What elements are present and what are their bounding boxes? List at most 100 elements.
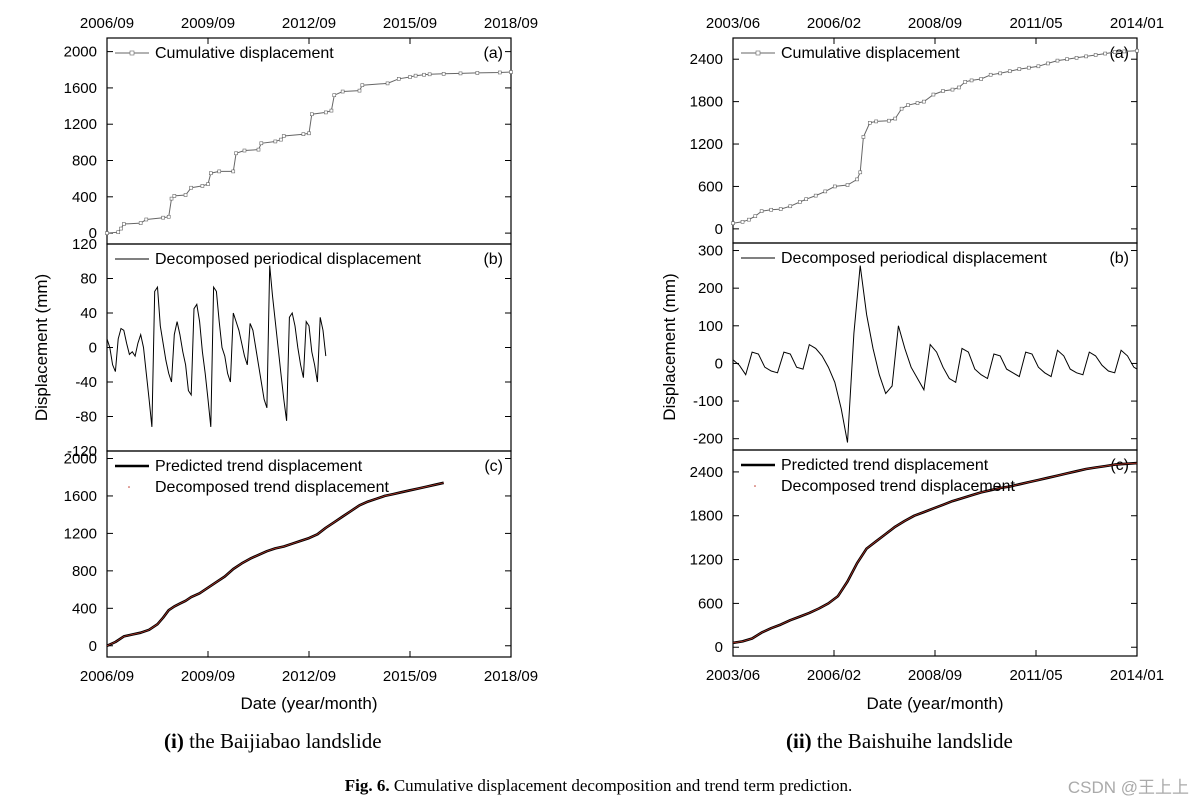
y-tick-label: 0 bbox=[89, 340, 97, 357]
data-point-marker bbox=[242, 148, 247, 153]
data-point-marker bbox=[804, 197, 808, 201]
x-axis-title: Date (year/month) bbox=[241, 694, 378, 713]
data-point-marker bbox=[329, 108, 334, 113]
panel-frame bbox=[732, 449, 1138, 657]
legend-label: Predicted trend displacement bbox=[155, 458, 363, 475]
x-tick-label-bottom: 2015/09 bbox=[383, 668, 437, 685]
y-tick-label: 600 bbox=[698, 178, 723, 195]
subcaption-number: (ii) bbox=[786, 729, 812, 753]
data-point-marker bbox=[887, 118, 891, 123]
x-tick-label-bottom: 2018/09 bbox=[484, 668, 538, 685]
y-tick-label: 100 bbox=[698, 318, 723, 335]
subcaption-baijiabao: (i) the Baijiabao landslide bbox=[164, 729, 382, 754]
data-point-marker bbox=[893, 116, 898, 121]
data-point-marker bbox=[1093, 53, 1098, 57]
x-tick-label-top: 2006/09 bbox=[80, 15, 134, 32]
figure-caption-label: Fig. 6. bbox=[344, 776, 390, 795]
legend-swatch-marker bbox=[129, 50, 135, 56]
data-point-marker bbox=[279, 137, 283, 142]
x-tick-label-top: 2014/01 bbox=[1110, 15, 1164, 32]
x-tick-label-bottom: 2014/01 bbox=[1110, 667, 1164, 684]
data-point-marker bbox=[408, 75, 412, 79]
data-point-marker bbox=[509, 70, 513, 74]
legend-label: Decomposed periodical displacement bbox=[155, 251, 421, 268]
subcaption-number: (i) bbox=[164, 729, 184, 753]
legend-label: Decomposed periodical displacement bbox=[781, 250, 1047, 267]
legend-label: Cumulative displacement bbox=[155, 45, 334, 62]
data-point-marker bbox=[422, 72, 426, 77]
data-point-marker bbox=[861, 135, 866, 139]
data-point-marker bbox=[769, 207, 773, 212]
y-tick-label: 400 bbox=[72, 600, 97, 617]
data-point-marker bbox=[731, 221, 735, 226]
x-tick-label-bottom: 2011/05 bbox=[1009, 667, 1062, 684]
series-line-decomposed-trend bbox=[106, 482, 444, 647]
panel-b: -200 -100 0 100 200 300 (b) Decomposed periodic… bbox=[693, 242, 1138, 451]
y-tick-label: 0 bbox=[715, 355, 723, 372]
y-tick-label: 800 bbox=[72, 153, 97, 170]
y-tick-label: 80 bbox=[80, 271, 97, 288]
data-point-marker bbox=[998, 71, 1003, 76]
data-point-marker bbox=[307, 131, 311, 136]
y-tick-label: 0 bbox=[89, 638, 97, 655]
data-point-marker bbox=[231, 169, 236, 174]
legend-swatch-dot bbox=[128, 486, 130, 488]
figure-caption-text: Cumulative displacement decomposition an… bbox=[393, 776, 853, 795]
data-point-marker bbox=[740, 219, 745, 224]
panel-a: 0 600 1200 1800 2400 (a) Cumulative displaceme… bbox=[690, 37, 1139, 244]
data-point-marker bbox=[963, 80, 968, 84]
x-tick-label-bottom: 2003/06 bbox=[706, 667, 760, 684]
x-tick-label-top: 2008/09 bbox=[908, 15, 962, 32]
data-point-marker bbox=[1065, 57, 1069, 62]
panel-frame bbox=[106, 450, 512, 658]
x-tick-label-top: 2018/09 bbox=[484, 15, 538, 32]
data-point-marker bbox=[874, 119, 878, 124]
data-point-marker bbox=[413, 73, 418, 78]
data-point-marker bbox=[1112, 50, 1117, 54]
panel-c: 0 400 800 1200 1600 2000 (c) Predicted trend di… bbox=[64, 450, 512, 658]
y-tick-label: -80 bbox=[75, 409, 97, 426]
panel-a: 0 400 800 1200 1600 2000 (a) Cumulative displac… bbox=[64, 37, 513, 245]
y-tick-label: 2400 bbox=[690, 51, 723, 68]
data-point-marker bbox=[858, 170, 863, 175]
series-line-predicted-trend bbox=[106, 481, 444, 647]
data-point-marker bbox=[1084, 54, 1088, 59]
panel-b: -120 -80 -40 0 40 80 120 (b) Decomposed periodic… bbox=[67, 236, 512, 460]
y-tick-label: 1200 bbox=[64, 116, 97, 133]
x-tick-label-bottom: 2006/09 bbox=[80, 668, 134, 685]
y-tick-label: 1200 bbox=[64, 525, 97, 542]
data-point-marker bbox=[256, 147, 261, 152]
series-line-cumulative bbox=[732, 50, 1138, 224]
legend-swatch-marker bbox=[755, 50, 761, 56]
data-point-marker bbox=[915, 101, 920, 105]
data-point-marker bbox=[189, 185, 193, 190]
data-point-marker bbox=[950, 87, 955, 92]
y-axis-title: Displacement (mm) bbox=[32, 274, 51, 421]
data-point-marker bbox=[979, 77, 983, 81]
data-point-marker bbox=[234, 151, 238, 156]
y-tick-label: 2000 bbox=[64, 450, 97, 467]
data-point-marker bbox=[1074, 55, 1079, 60]
y-tick-label: 120 bbox=[72, 236, 97, 253]
series-line-periodical bbox=[106, 265, 327, 427]
data-point-marker bbox=[832, 184, 837, 189]
y-tick-label: 0 bbox=[715, 639, 723, 656]
data-point-marker bbox=[441, 72, 446, 76]
series-line-decomposed-trend bbox=[732, 462, 1138, 644]
data-point-marker bbox=[1027, 65, 1031, 70]
data-point-marker bbox=[899, 106, 904, 111]
data-point-marker bbox=[906, 103, 910, 107]
panel-label: (a) bbox=[1109, 45, 1129, 62]
data-point-marker bbox=[200, 184, 205, 188]
data-point-marker bbox=[161, 215, 165, 220]
y-tick-label: 200 bbox=[698, 280, 723, 297]
chart-baijiabao: 2006/09 2006/09 2009/09 2009/09 2012/09 2012/… bbox=[32, 15, 538, 713]
x-tick-label-top: 2012/09 bbox=[282, 15, 336, 32]
data-point-marker bbox=[1135, 48, 1139, 53]
x-tick-label-top: 2009/09 bbox=[181, 15, 235, 32]
y-tick-label: 0 bbox=[715, 221, 723, 238]
data-point-marker bbox=[385, 81, 390, 86]
data-point-marker bbox=[1036, 64, 1041, 69]
data-point-marker bbox=[116, 230, 121, 235]
